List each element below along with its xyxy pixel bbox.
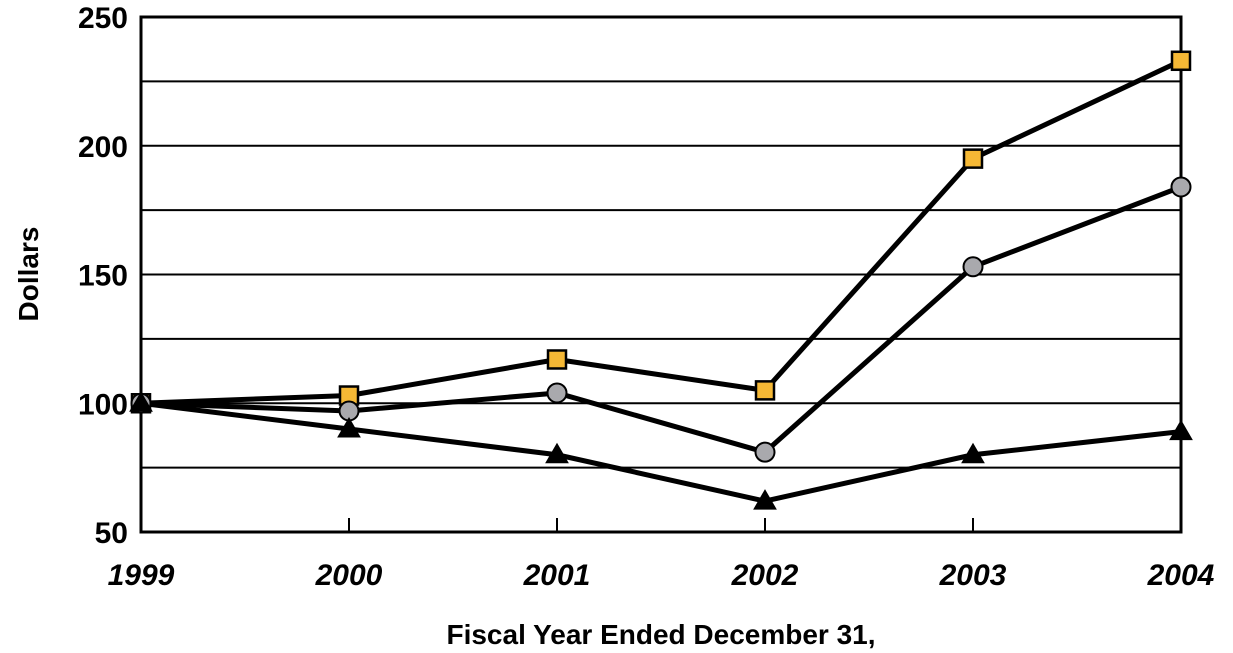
y-tick-label: 100 bbox=[78, 388, 128, 421]
data-point-square bbox=[754, 380, 776, 401]
series-group bbox=[129, 50, 1193, 510]
x-tick-label: 2002 bbox=[731, 559, 799, 592]
data-point-triangle bbox=[1169, 419, 1193, 441]
x-tick-label: 2004 bbox=[1147, 559, 1215, 592]
y-tick-label: 150 bbox=[78, 260, 128, 293]
y-axis-label: Dollars bbox=[13, 227, 44, 322]
y-tick-label: 200 bbox=[78, 131, 128, 164]
x-tick-labels: 1999 2000 2001 2002 2003 2004 bbox=[108, 559, 1215, 592]
data-point-circle bbox=[962, 256, 984, 278]
x-tick-label: 1999 bbox=[108, 559, 175, 592]
y-tick-labels: 250 200 150 100 50 bbox=[78, 2, 128, 550]
data-point-triangle bbox=[753, 489, 777, 510]
x-tick-marks bbox=[348, 518, 974, 532]
data-point-triangle bbox=[961, 442, 985, 464]
data-point-circle bbox=[546, 382, 568, 404]
data-point-triangle bbox=[337, 417, 361, 438]
y-tick-label: 250 bbox=[78, 2, 128, 35]
data-point-circle bbox=[754, 441, 776, 463]
y-tick-label: 50 bbox=[95, 517, 128, 550]
data-point-square bbox=[546, 349, 568, 370]
plot-frame bbox=[139, 15, 1183, 534]
data-point-triangle bbox=[129, 391, 153, 412]
data-point-square bbox=[962, 148, 984, 169]
data-point-triangle bbox=[545, 442, 569, 464]
series-line-triangle bbox=[140, 400, 1182, 504]
data-point-circle bbox=[1170, 176, 1192, 198]
series-line-circle bbox=[140, 184, 1182, 455]
x-tick-label: 2000 bbox=[315, 559, 383, 592]
grid-lines bbox=[141, 80, 1181, 469]
x-tick-label: 2003 bbox=[939, 559, 1007, 592]
x-axis-label: Fiscal Year Ended December 31, bbox=[446, 619, 875, 650]
x-tick-label: 2001 bbox=[523, 559, 591, 592]
series-line-square bbox=[140, 58, 1183, 406]
data-point-square bbox=[1170, 50, 1192, 72]
